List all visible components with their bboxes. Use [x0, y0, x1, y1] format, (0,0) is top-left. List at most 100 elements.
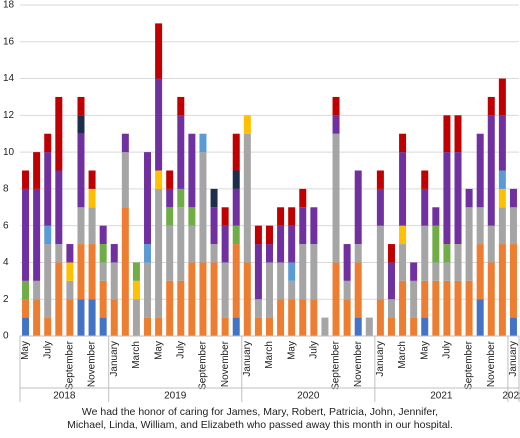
bar-segment	[288, 225, 296, 263]
bar-segment	[476, 299, 484, 336]
bar-segment	[266, 262, 273, 318]
bar-segment	[210, 188, 218, 208]
bar-segment	[110, 244, 118, 263]
bar-segment	[266, 225, 273, 245]
bar-segment	[177, 115, 185, 189]
bar-segment	[332, 115, 340, 134]
bar-segment	[44, 152, 52, 226]
bar-segment	[132, 262, 140, 281]
bar-segment	[299, 188, 307, 208]
bar-segment	[299, 244, 307, 300]
bar-segment	[454, 152, 462, 245]
bar-segment	[77, 133, 85, 208]
y-tick-label: 18	[3, 0, 15, 11]
x-tick-label: September	[198, 340, 209, 390]
bar-segment	[188, 262, 196, 336]
bar-segment	[166, 207, 174, 226]
bar-segment	[33, 152, 41, 189]
bar-segment	[310, 207, 318, 245]
x-tick-label: July	[175, 341, 186, 359]
bar-segment	[343, 244, 351, 281]
x-tick-label: September	[464, 340, 475, 390]
bar-segment	[77, 96, 85, 116]
bar-segment	[199, 133, 207, 153]
bar-segment	[509, 207, 517, 245]
bar-segment	[110, 262, 118, 300]
bar-segment	[399, 225, 407, 245]
bar-segment	[166, 170, 174, 189]
bar-segment	[288, 280, 296, 300]
bar-segment	[277, 299, 285, 336]
bar-segment	[99, 225, 107, 245]
bar-segment	[421, 170, 429, 189]
bar-segment	[487, 96, 495, 116]
bar-segment	[144, 244, 152, 263]
bar-segment	[55, 96, 63, 171]
bar-segment	[55, 262, 63, 336]
bar-segment	[188, 225, 196, 263]
bar-segment	[443, 262, 451, 281]
bar-segment	[199, 152, 207, 263]
x-tick-label: July	[42, 341, 53, 359]
bar-segment	[22, 299, 30, 318]
bar-segment	[465, 207, 473, 281]
bar-segment	[387, 262, 395, 300]
bar-segment	[277, 207, 285, 226]
bar-segment	[354, 244, 362, 263]
bar-segment	[498, 115, 506, 171]
x-tick-label: May	[419, 341, 430, 360]
bar-segment	[332, 96, 340, 116]
bar-segment	[254, 317, 262, 336]
bar-segment	[487, 262, 495, 336]
bar-segment	[487, 115, 495, 226]
bar-segment	[210, 244, 218, 263]
bar-segment	[166, 225, 174, 281]
bar-segment	[66, 244, 74, 263]
y-tick-label: 10	[3, 147, 15, 158]
bar-segment	[432, 280, 440, 336]
caption: We had the honor of caring for James, Ma…	[82, 406, 438, 418]
bar-segment	[166, 188, 174, 208]
bar-segment	[188, 133, 196, 208]
bar-segment	[55, 244, 63, 263]
bar-segment	[221, 207, 229, 226]
bar-segment	[432, 225, 440, 263]
x-tick-label: May	[20, 341, 31, 360]
bar-segment	[132, 280, 140, 300]
bar-segment	[421, 317, 429, 336]
bar-segment	[232, 244, 240, 318]
bar-segment	[443, 115, 451, 153]
x-tick-label: January	[508, 341, 519, 377]
x-tick-label: May	[153, 341, 164, 360]
bar-segment	[277, 225, 285, 263]
bar-segment	[454, 244, 462, 281]
x-tick-label: January	[375, 341, 386, 377]
bar-segment	[498, 207, 506, 245]
bar-segment	[277, 262, 285, 300]
bar-segment	[199, 262, 207, 336]
bar-segment	[288, 299, 296, 336]
bar-segment	[121, 207, 129, 336]
bar-segment	[66, 299, 74, 336]
bar-segment	[310, 244, 318, 300]
bar-segment	[22, 188, 30, 281]
bar-segment	[243, 115, 251, 134]
bar-segment	[243, 262, 251, 336]
bar-segment	[376, 299, 384, 336]
bar-segment	[454, 280, 462, 336]
bar-segment	[33, 280, 41, 300]
bar-segment	[121, 133, 129, 153]
x-tick-label: March	[397, 341, 408, 369]
bar-segment	[376, 225, 384, 300]
bar-segment	[399, 244, 407, 281]
bar-segment	[465, 280, 473, 336]
bar-segment	[399, 280, 407, 336]
bar-segment	[155, 317, 163, 336]
year-label: 2021	[430, 391, 453, 402]
bar-segment	[421, 188, 429, 226]
y-tick-label: 4	[3, 257, 9, 268]
bar-segment	[432, 207, 440, 226]
bar-segment	[254, 244, 262, 300]
y-tick-label: 6	[3, 220, 9, 231]
bar-segment	[421, 280, 429, 318]
